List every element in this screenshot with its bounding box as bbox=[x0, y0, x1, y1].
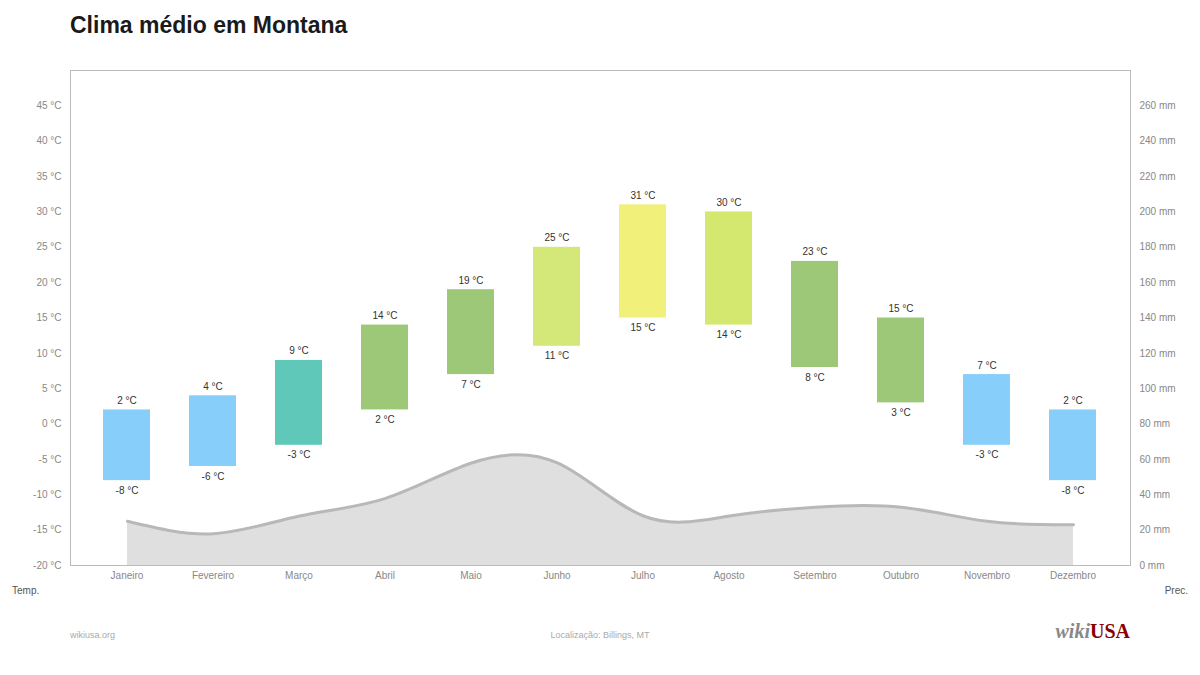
svg-text:40 °C: 40 °C bbox=[36, 135, 61, 146]
svg-text:14 °C: 14 °C bbox=[372, 310, 397, 321]
svg-text:-5 °C: -5 °C bbox=[39, 454, 62, 465]
svg-text:2 °C: 2 °C bbox=[375, 414, 395, 425]
svg-text:200 mm: 200 mm bbox=[1140, 206, 1176, 217]
svg-text:30 °C: 30 °C bbox=[36, 206, 61, 217]
svg-text:0 mm: 0 mm bbox=[1140, 560, 1165, 571]
svg-text:-8 °C: -8 °C bbox=[116, 485, 139, 496]
html-text:Localização: Billings, MT: Localização: Billings, MT bbox=[550, 630, 650, 640]
svg-text:Julho: Julho bbox=[631, 570, 655, 581]
svg-text:14 °C: 14 °C bbox=[716, 329, 741, 340]
svg-text:-15 °C: -15 °C bbox=[33, 524, 61, 535]
html-text:Temp.: Temp. bbox=[12, 585, 40, 596]
svg-text:-20 °C: -20 °C bbox=[33, 560, 61, 571]
svg-text:160 mm: 160 mm bbox=[1140, 277, 1176, 288]
svg-text:Agosto: Agosto bbox=[713, 570, 745, 581]
html-text:Clima médio em Montana: Clima médio em Montana bbox=[70, 12, 348, 38]
svg-text:Junho: Junho bbox=[543, 570, 571, 581]
svg-text:30 °C: 30 °C bbox=[716, 197, 741, 208]
svg-text:260 mm: 260 mm bbox=[1140, 100, 1176, 111]
svg-text:7 °C: 7 °C bbox=[977, 360, 997, 371]
svg-text:Dezembro: Dezembro bbox=[1050, 570, 1097, 581]
svg-text:45 °C: 45 °C bbox=[36, 100, 61, 111]
svg-text:10 °C: 10 °C bbox=[36, 348, 61, 359]
svg-text:25 °C: 25 °C bbox=[544, 232, 569, 243]
svg-text:31 °C: 31 °C bbox=[630, 190, 655, 201]
svg-text:2 °C: 2 °C bbox=[117, 395, 137, 406]
svg-text:4 °C: 4 °C bbox=[203, 381, 223, 392]
svg-text:60 mm: 60 mm bbox=[1140, 454, 1171, 465]
svg-text:15 °C: 15 °C bbox=[36, 312, 61, 323]
svg-text:Abril: Abril bbox=[375, 570, 395, 581]
svg-text:25 °C: 25 °C bbox=[36, 241, 61, 252]
svg-text:180 mm: 180 mm bbox=[1140, 241, 1176, 252]
svg-text:19 °C: 19 °C bbox=[458, 275, 483, 286]
svg-text:23 °C: 23 °C bbox=[802, 246, 827, 257]
svg-text:35 °C: 35 °C bbox=[36, 171, 61, 182]
svg-text:240 mm: 240 mm bbox=[1140, 135, 1176, 146]
svg-text:Maio: Maio bbox=[460, 570, 482, 581]
svg-text:9 °C: 9 °C bbox=[289, 345, 309, 356]
svg-text:Outubro: Outubro bbox=[883, 570, 920, 581]
svg-text:11 °C: 11 °C bbox=[545, 350, 569, 361]
svg-text:-8 °C: -8 °C bbox=[1062, 485, 1085, 496]
html-text:Prec.: Prec. bbox=[1164, 585, 1188, 596]
svg-text:220 mm: 220 mm bbox=[1140, 171, 1176, 182]
svg-text:100 mm: 100 mm bbox=[1140, 383, 1176, 394]
svg-text:Novembro: Novembro bbox=[964, 570, 1011, 581]
svg-text:40 mm: 40 mm bbox=[1140, 489, 1171, 500]
svg-text:Março: Março bbox=[285, 570, 313, 581]
svg-text:Janeiro: Janeiro bbox=[111, 570, 144, 581]
svg-text:3 °C: 3 °C bbox=[891, 407, 911, 418]
svg-text:8 °C: 8 °C bbox=[805, 372, 825, 383]
svg-text:-6 °C: -6 °C bbox=[202, 471, 225, 482]
svg-text:-3 °C: -3 °C bbox=[976, 449, 999, 460]
svg-text:5 °C: 5 °C bbox=[42, 383, 62, 394]
svg-text:2 °C: 2 °C bbox=[1063, 395, 1083, 406]
svg-text:0 °C: 0 °C bbox=[42, 418, 62, 429]
svg-text:15 °C: 15 °C bbox=[888, 303, 913, 314]
html-text:wikiusa.org: wikiusa.org bbox=[70, 630, 115, 640]
svg-text:-10 °C: -10 °C bbox=[33, 489, 61, 500]
svg-text:Setembro: Setembro bbox=[793, 570, 837, 581]
svg-text:140 mm: 140 mm bbox=[1140, 312, 1176, 323]
svg-text:20 °C: 20 °C bbox=[36, 277, 61, 288]
svg-text:120 mm: 120 mm bbox=[1140, 348, 1176, 359]
svg-text:Fevereiro: Fevereiro bbox=[192, 570, 235, 581]
html-text:wiki USA: wiki USA bbox=[1055, 620, 1130, 642]
svg-text:20 mm: 20 mm bbox=[1140, 524, 1171, 535]
svg-text:15 °C: 15 °C bbox=[630, 322, 655, 333]
svg-text:7 °C: 7 °C bbox=[461, 379, 481, 390]
svg-text:-3 °C: -3 °C bbox=[288, 449, 311, 460]
svg-text:80 mm: 80 mm bbox=[1140, 418, 1171, 429]
